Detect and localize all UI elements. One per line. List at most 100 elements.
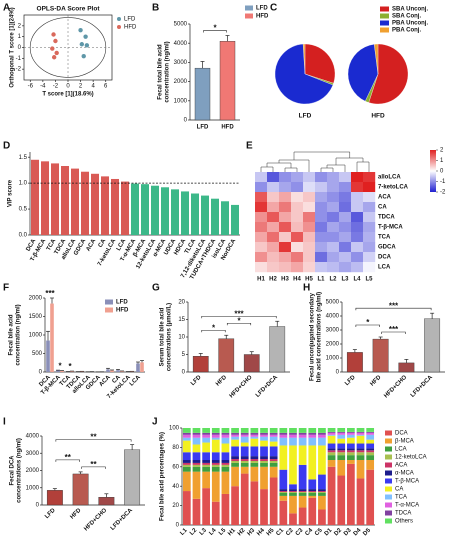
- heat-cell: [291, 252, 304, 263]
- bar-segment: [202, 464, 210, 467]
- bar-segment: [298, 489, 307, 492]
- heat-cell: [339, 172, 352, 183]
- y-tick-label: 15: [178, 317, 185, 323]
- bar-segment: [289, 428, 297, 433]
- bar-segment: [279, 495, 288, 501]
- bar: [194, 67, 211, 121]
- legend-swatch: [385, 502, 392, 508]
- bar-segment: [337, 450, 346, 453]
- bar-segment: [211, 437, 220, 440]
- bar: [131, 183, 139, 235]
- bar-segment: [308, 491, 317, 493]
- heat-cell: [315, 202, 328, 213]
- significance: ***: [45, 289, 55, 298]
- y-tick-label: -2: [16, 67, 22, 73]
- x-tick-label: CA: [98, 238, 108, 249]
- heat-cell: [303, 202, 316, 213]
- y-tick-label: 3000: [174, 60, 188, 66]
- bar: [221, 201, 229, 235]
- heat-cell: [267, 222, 280, 233]
- row-label: GDCA: [378, 245, 396, 251]
- heat-cell: [255, 252, 268, 263]
- bar-segment: [182, 464, 191, 467]
- bar-segment: [366, 455, 375, 461]
- bar-segment: [260, 460, 268, 463]
- legend-label: CA: [395, 487, 403, 493]
- bar-segment: [318, 491, 326, 493]
- bar-segment: [366, 439, 375, 444]
- bar: [61, 166, 69, 235]
- x-tick-label: D4: [353, 527, 363, 537]
- heat-cell: [363, 232, 376, 243]
- point: [84, 43, 90, 48]
- row-label: TCA: [378, 235, 391, 241]
- bar-segment: [211, 428, 220, 433]
- heat-cell: [279, 182, 292, 193]
- legend-swatch: [385, 494, 392, 500]
- heat-cell: [351, 182, 364, 193]
- x-tick-label: L5: [218, 527, 228, 537]
- bar: [51, 163, 59, 235]
- legend-swatch: [385, 518, 392, 524]
- legend-label: LFD: [256, 6, 268, 12]
- bar-segment: [231, 446, 239, 457]
- bar-segment: [318, 445, 326, 475]
- significance: **: [65, 453, 72, 462]
- y-tick-label: 2: [18, 23, 22, 29]
- y-tick-label: 1500: [29, 314, 43, 320]
- color-tick-label: -1: [440, 179, 446, 185]
- heat-cell: [315, 172, 328, 183]
- bar-segment: [347, 448, 355, 451]
- bar-segment: [327, 450, 336, 453]
- bar-segment: [289, 492, 297, 496]
- bar-segment: [250, 438, 259, 447]
- heat-cell: [267, 252, 280, 263]
- x-tick-label: -4: [40, 84, 46, 90]
- x-tick-label: 4: [91, 84, 95, 90]
- heat-cell: [303, 182, 316, 193]
- bar-segment: [192, 432, 201, 435]
- panel-label: D: [3, 141, 10, 152]
- bar-segment: [192, 464, 201, 467]
- heat-cell: [279, 262, 292, 273]
- heat-cell: [303, 242, 316, 253]
- panel-label: H: [303, 283, 310, 294]
- x-tick-label: HFD+CHO: [83, 507, 108, 532]
- bar: [181, 191, 189, 235]
- heat-cell: [351, 222, 364, 233]
- heat-cell: [327, 262, 340, 273]
- pie-slice: [304, 43, 336, 84]
- legend-label: TDCA: [395, 511, 411, 517]
- heat-cell: [327, 232, 340, 243]
- bar-segment: [279, 489, 288, 492]
- bar-segment: [279, 469, 288, 490]
- heat-cell: [267, 172, 280, 183]
- x-tick-label: HFD: [221, 125, 234, 131]
- bar: [372, 338, 389, 373]
- point: [50, 46, 55, 51]
- bar-segment: [240, 462, 249, 467]
- legend-swatch: [380, 27, 389, 33]
- bar: [46, 340, 50, 372]
- y-tick-label: 60: [172, 464, 179, 470]
- bar-segment: [318, 489, 326, 492]
- heat-cell: [255, 262, 268, 273]
- bar-segment: [202, 452, 210, 461]
- bar-segment: [327, 443, 336, 449]
- x-axis-label: T score [1](18.6%): [42, 92, 93, 98]
- point: [51, 55, 57, 60]
- column-label: L3: [341, 277, 349, 283]
- color-bar: [430, 150, 436, 192]
- bar: [151, 185, 159, 235]
- bar-segment: [269, 441, 278, 447]
- bar-segment: [298, 495, 307, 508]
- bar-segment: [231, 432, 239, 435]
- column-label: L1: [317, 277, 325, 283]
- x-tick-label: 0: [66, 84, 70, 90]
- y-tick-label: 2000: [29, 296, 43, 302]
- heat-cell: [255, 212, 268, 223]
- bar-segment: [240, 432, 249, 435]
- heat-cell: [267, 242, 280, 253]
- column-label: L4: [353, 277, 361, 283]
